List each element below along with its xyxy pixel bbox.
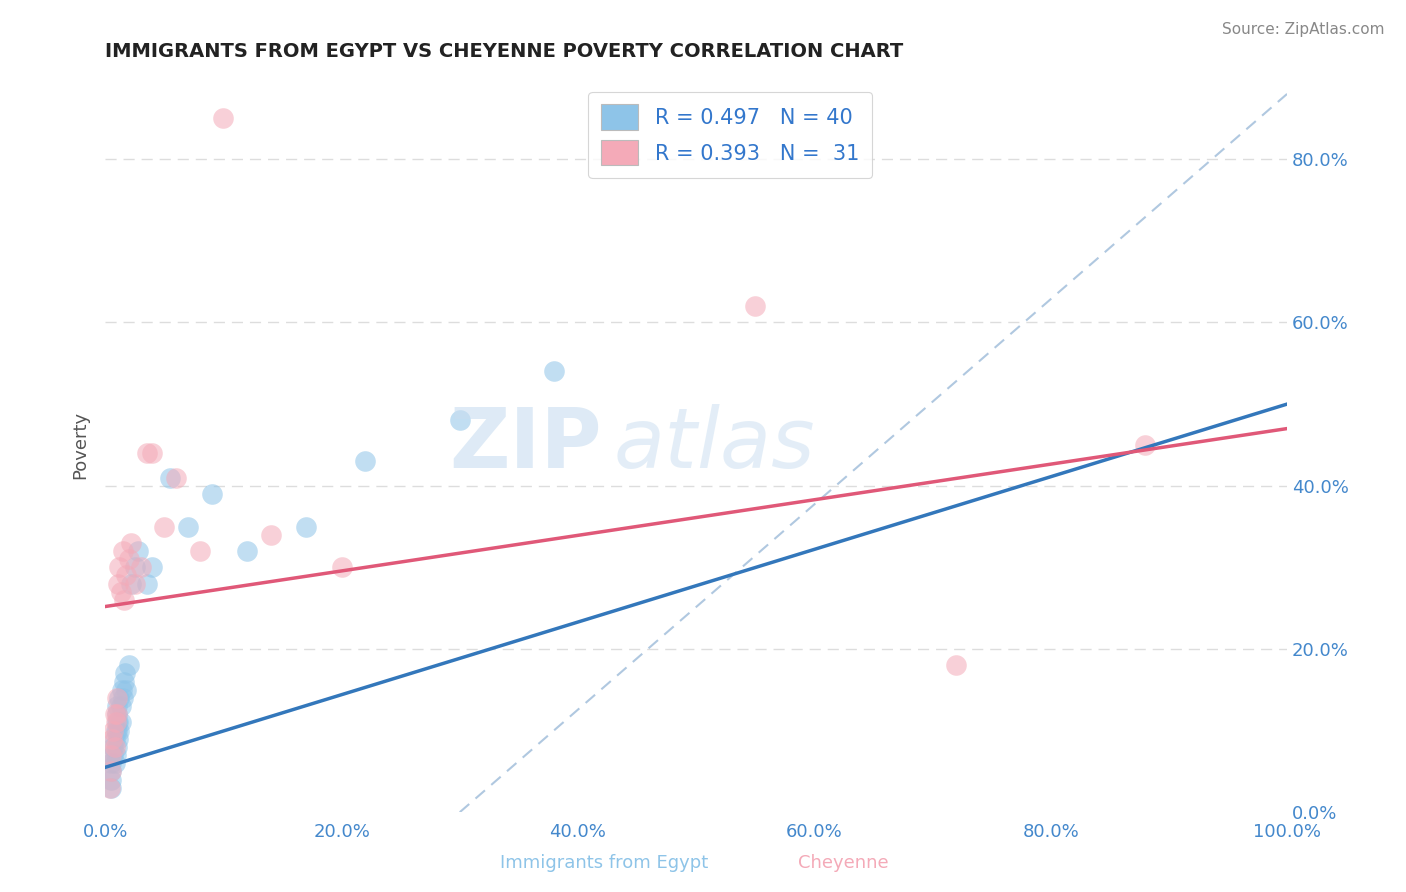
Point — [104, 715, 127, 730]
Text: IMMIGRANTS FROM EGYPT VS CHEYENNE POVERTY CORRELATION CHART: IMMIGRANTS FROM EGYPT VS CHEYENNE POVERT… — [105, 42, 904, 61]
Point — [104, 747, 127, 762]
Legend: R = 0.497   N = 40, R = 0.393   N =  31: R = 0.497 N = 40, R = 0.393 N = 31 — [588, 92, 872, 178]
Point — [105, 739, 128, 754]
Point — [543, 364, 565, 378]
Text: ZIP: ZIP — [449, 404, 602, 485]
Point — [104, 731, 127, 746]
Point — [127, 544, 149, 558]
Point — [110, 715, 132, 730]
Point — [111, 682, 134, 697]
Text: Cheyenne: Cheyenne — [799, 855, 889, 872]
Point — [105, 723, 128, 738]
Point — [135, 446, 157, 460]
Point — [177, 519, 200, 533]
Point — [104, 707, 127, 722]
Point — [103, 747, 125, 762]
Point — [105, 707, 128, 722]
Point — [153, 519, 176, 533]
Point — [330, 560, 353, 574]
Point — [120, 536, 142, 550]
Point — [141, 446, 163, 460]
Point — [115, 568, 138, 582]
Point — [141, 560, 163, 574]
Point — [124, 576, 146, 591]
Point — [104, 756, 127, 771]
Text: Immigrants from Egypt: Immigrants from Egypt — [501, 855, 709, 872]
Point — [107, 576, 129, 591]
Point — [110, 584, 132, 599]
Point — [118, 658, 141, 673]
Point — [111, 544, 134, 558]
Point — [101, 731, 124, 746]
Point — [295, 519, 318, 533]
Point — [103, 723, 125, 738]
Point — [115, 682, 138, 697]
Point — [105, 699, 128, 714]
Point — [200, 487, 222, 501]
Point — [188, 544, 211, 558]
Point — [100, 780, 122, 795]
Point — [108, 690, 131, 705]
Point — [165, 470, 187, 484]
Point — [105, 690, 128, 705]
Point — [111, 690, 134, 705]
Point — [105, 707, 128, 722]
Point — [98, 780, 121, 795]
Point — [159, 470, 181, 484]
Text: Source: ZipAtlas.com: Source: ZipAtlas.com — [1222, 22, 1385, 37]
Text: atlas: atlas — [613, 404, 815, 485]
Point — [449, 413, 471, 427]
Point — [112, 674, 135, 689]
Y-axis label: Poverty: Poverty — [72, 411, 89, 479]
Point — [744, 299, 766, 313]
Point — [100, 764, 122, 779]
Point — [100, 764, 122, 779]
Point — [108, 723, 131, 738]
Point — [103, 739, 125, 754]
Point — [107, 731, 129, 746]
Point — [100, 756, 122, 771]
Point — [129, 560, 152, 574]
Point — [112, 593, 135, 607]
Point — [114, 666, 136, 681]
Point — [107, 715, 129, 730]
Point — [105, 715, 128, 730]
Point — [135, 576, 157, 591]
Point — [118, 552, 141, 566]
Point — [212, 112, 235, 126]
Point — [124, 560, 146, 574]
Point — [104, 739, 127, 754]
Point — [120, 576, 142, 591]
Point — [236, 544, 259, 558]
Point — [354, 454, 377, 468]
Point — [260, 527, 283, 541]
Point — [100, 747, 122, 762]
Point — [100, 772, 122, 787]
Point — [1135, 438, 1157, 452]
Point — [104, 723, 127, 738]
Point — [110, 699, 132, 714]
Point — [945, 658, 967, 673]
Point — [108, 560, 131, 574]
